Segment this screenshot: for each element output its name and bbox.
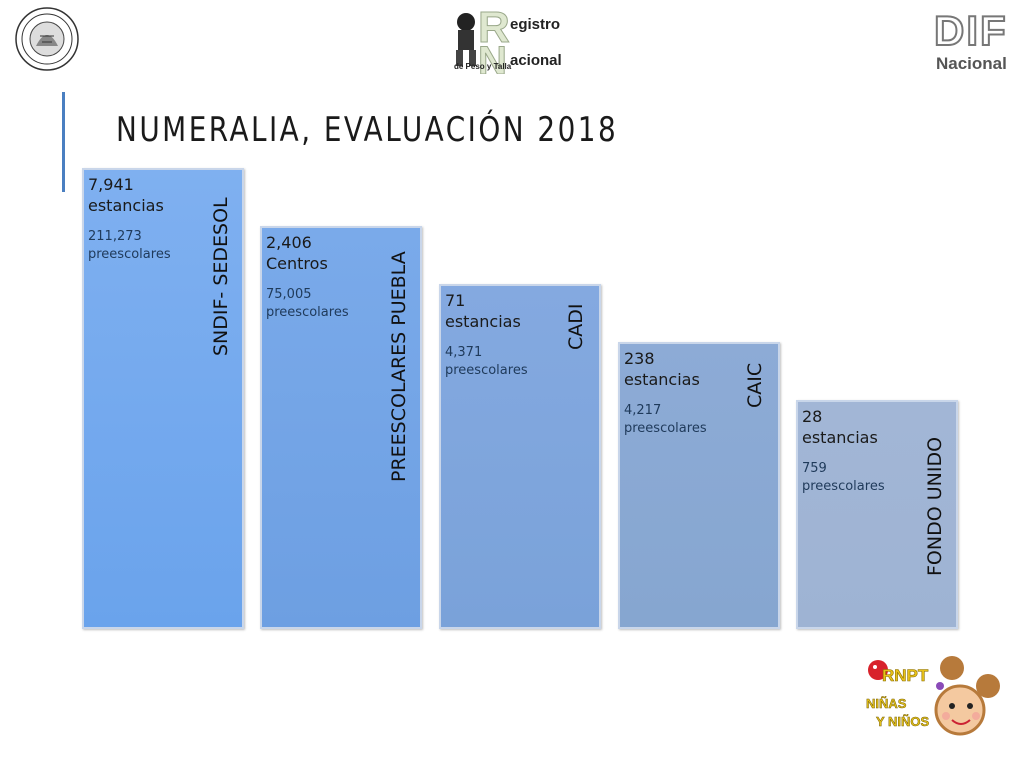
institution-seal-logo (15, 7, 79, 71)
bar-preescolares-puebla: 2,406 Centros 75,005 preescolares PREESC… (260, 226, 422, 629)
bar-count: 238 estancias (624, 349, 700, 389)
svg-text:N: N (478, 39, 507, 74)
ninas-word: NIÑAS (866, 696, 907, 712)
ninos-word: Y NIÑOS (876, 714, 930, 730)
bar-preescolares: 759 preescolares (802, 461, 885, 494)
nacional-word: acional (510, 52, 562, 69)
bar-label: PREESCOLARES PUEBLA (388, 251, 410, 482)
bar-preescolares: 4,217 preescolares (624, 403, 707, 436)
nacional-word: Nacional (936, 54, 1007, 73)
bar-count: 71 estancias (445, 291, 521, 331)
girl-face-icon (868, 656, 1000, 736)
registro-nacional-logo: R N egistro acional de Peso y Talla (436, 2, 576, 75)
registro-nacional-graphic: R N (456, 3, 510, 74)
registro-word: egistro (510, 16, 561, 33)
bar-sndif-sedesol: 7,941 estancias 211,273 preescolares SND… (82, 168, 244, 629)
dif-word: DIF (933, 7, 1008, 55)
bar-label: CADI (565, 303, 587, 351)
rnpt-word: RNPT (882, 666, 929, 686)
bar-preescolares: 4,371 preescolares (445, 345, 528, 378)
bar-label: CAIC (744, 362, 766, 408)
title-accent-line (62, 92, 65, 192)
bar-fondo-unido: 28 estancias 759 preescolares FONDO UNID… (796, 400, 958, 629)
bar-count: 28 estancias (802, 407, 878, 447)
bar-caic: 238 estancias 4,217 preescolares CAIC (618, 342, 780, 629)
bar-preescolares: 75,005 preescolares (266, 287, 349, 320)
dif-nacional-logo: DIF Nacional (930, 7, 1016, 74)
slide-title: NUMERALIA, EVALUACIÓN 2018 (116, 110, 619, 150)
bar-label: FONDO UNIDO (924, 436, 946, 576)
peso-talla-subtitle: de Peso y Talla (454, 62, 512, 71)
bar-count: 7,941 estancias (88, 175, 164, 215)
rnpt-ninas-ninos-logo: RNPT NIÑAS Y NIÑOS (860, 648, 1000, 748)
svg-text:R: R (478, 3, 510, 52)
bar-preescolares: 211,273 preescolares (88, 229, 171, 262)
bar-cadi: 71 estancias 4,371 preescolares CADI (439, 284, 601, 629)
bar-count: 2,406 Centros (266, 233, 328, 273)
bar-label: SNDIF- SEDESOL (210, 197, 232, 356)
